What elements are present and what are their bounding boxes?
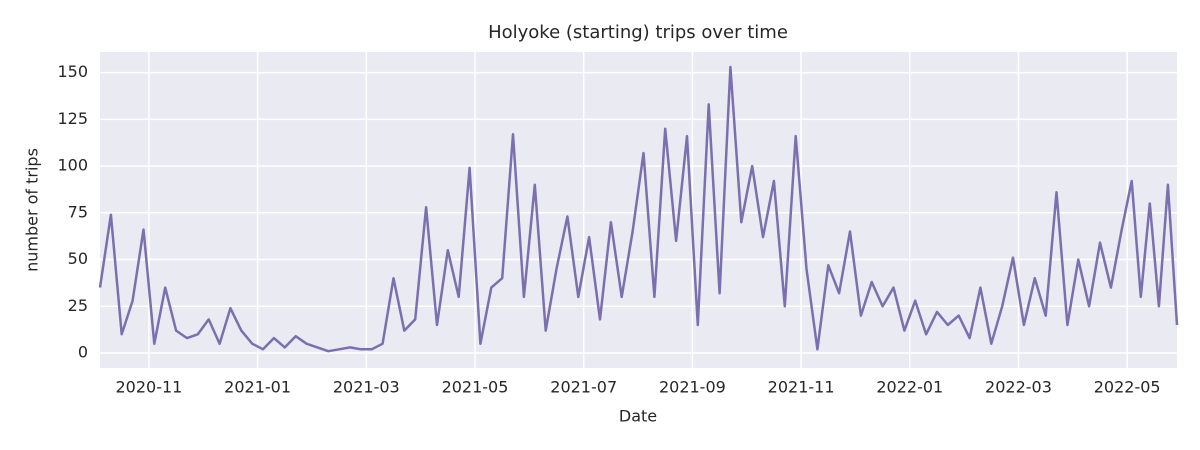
x-tick-label: 2021-07 [550, 378, 617, 397]
x-tick-label: 2020-11 [115, 378, 182, 397]
y-tick-label: 25 [68, 296, 88, 315]
x-tick-label: 2021-03 [333, 378, 400, 397]
x-tick-label: 2021-09 [659, 378, 726, 397]
x-axis-label: Date [619, 407, 657, 426]
y-tick-label: 150 [57, 62, 88, 81]
chart-title: Holyoke (starting) trips over time [488, 22, 788, 43]
y-tick-label: 0 [78, 343, 88, 362]
x-tick-label: 2021-01 [224, 378, 291, 397]
plot-area [100, 52, 1177, 368]
y-axis-label: number of trips [23, 148, 42, 272]
y-tick-label: 50 [68, 249, 88, 268]
x-tick-label: 2021-05 [442, 378, 509, 397]
x-tick-label: 2022-01 [876, 378, 943, 397]
x-tick-label: 2021-11 [768, 378, 835, 397]
data-line [98, 65, 1179, 353]
x-tick-label: 2022-05 [1094, 378, 1161, 397]
x-tick-label: 2022-03 [985, 378, 1052, 397]
y-tick-label: 75 [68, 202, 88, 221]
y-tick-label: 125 [57, 109, 88, 128]
y-tick-label: 100 [57, 156, 88, 175]
